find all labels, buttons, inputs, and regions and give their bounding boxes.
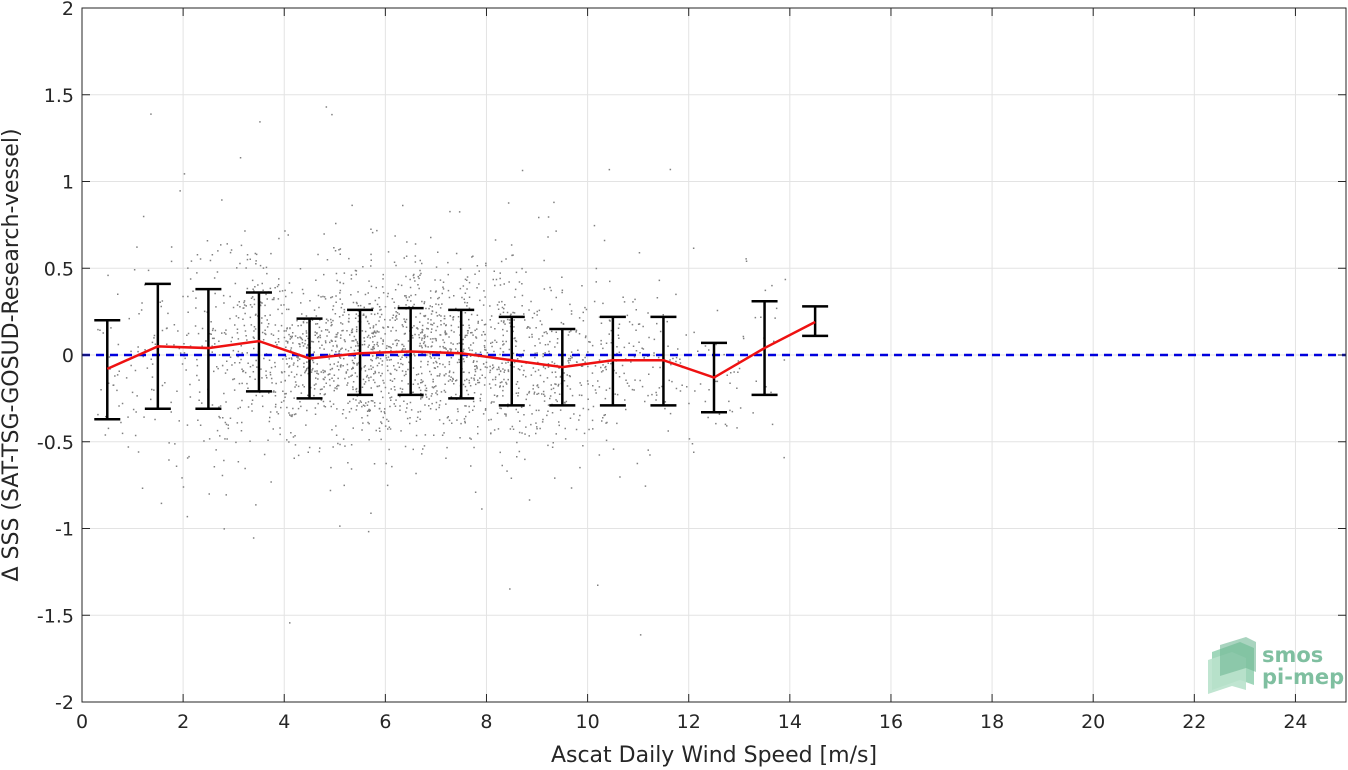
y-axis-title: Δ SSS (SAT-TSG-GOSUD-Research-vessel) [0, 128, 24, 581]
y-tick-label: 2 [62, 0, 74, 20]
x-tick-label: 18 [980, 711, 1004, 733]
logo-wave-icon [1208, 637, 1256, 694]
y-axis-ticks: -2 -1.5 -1 -0.5 0 0.5 1 1.5 2 [37, 0, 1346, 714]
logo-line1: smos [1262, 643, 1323, 667]
x-axis-ticks: 0 2 4 6 8 10 12 14 16 18 20 22 24 [76, 8, 1308, 733]
smos-pimep-logo: smos pi-mep [1208, 637, 1344, 694]
y-tick-label: 0 [62, 345, 74, 367]
error-bar [802, 305, 829, 338]
y-tick-label: 1.5 [44, 85, 74, 107]
x-tick-label: 22 [1182, 711, 1206, 733]
x-tick-label: 12 [677, 711, 701, 733]
y-tick-label: -0.5 [37, 432, 74, 454]
x-tick-label: 4 [278, 711, 290, 733]
x-tick-label: 16 [879, 711, 903, 733]
x-axis-title: Ascat Daily Wind Speed [m/s] [551, 743, 877, 768]
y-tick-label: -1 [55, 519, 74, 541]
x-tick-label: 14 [778, 711, 802, 733]
y-tick-label: 1 [62, 172, 74, 194]
x-tick-label: 24 [1283, 711, 1307, 733]
x-tick-label: 10 [576, 711, 600, 733]
logo-line2: pi-mep [1262, 665, 1344, 689]
y-tick-label: -2 [55, 692, 74, 714]
x-tick-label: 20 [1081, 711, 1105, 733]
x-tick-label: 2 [177, 711, 189, 733]
y-tick-label: -1.5 [37, 605, 74, 627]
x-tick-label: 0 [76, 711, 88, 733]
mean-line [106, 320, 816, 379]
error-bar [94, 319, 121, 421]
x-tick-label: 6 [379, 711, 391, 733]
x-tick-label: 8 [480, 711, 492, 733]
y-tick-label: 0.5 [44, 258, 74, 280]
